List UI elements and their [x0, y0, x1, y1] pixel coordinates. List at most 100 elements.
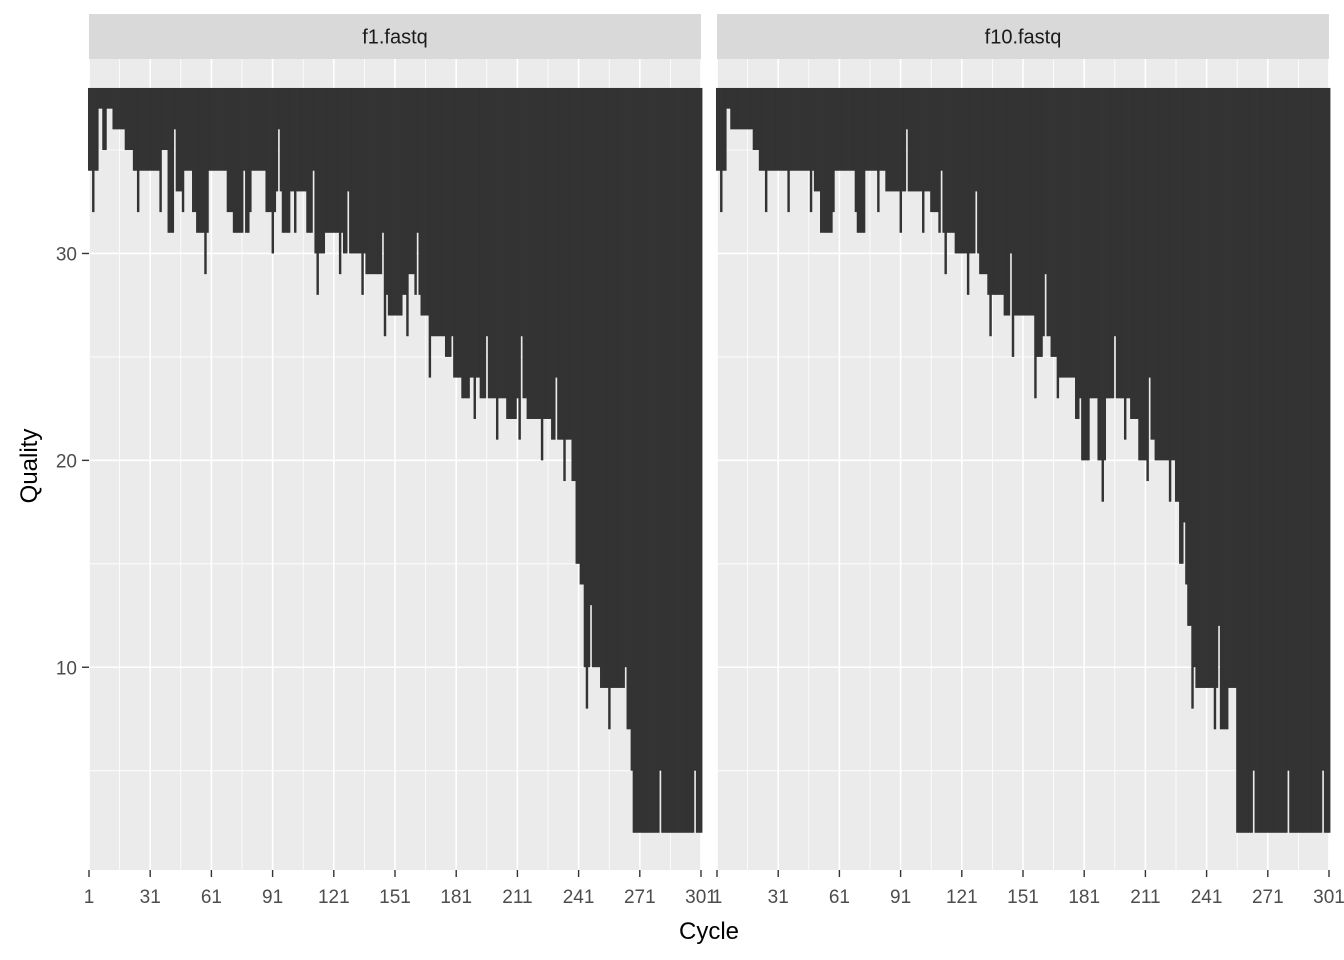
x-tick-label: 31 — [140, 887, 161, 908]
bar-cycle-279 — [655, 87, 658, 833]
bar-cycle-242 — [579, 87, 583, 585]
bar-cycle-29 — [145, 87, 148, 171]
bar-cycle-277 — [1279, 87, 1282, 833]
bar-cycle-82 — [881, 87, 884, 171]
bar-cycle-8 — [730, 87, 733, 130]
bar-cycle-236 — [567, 87, 570, 440]
x-tick-label: 121 — [946, 887, 978, 908]
bar-cycle-211 — [1144, 87, 1147, 461]
bar-cycle-129 — [977, 87, 980, 254]
bar-cycle-213 — [520, 87, 523, 337]
bar-cycle-294 — [1313, 87, 1317, 833]
bar-cycle-31 — [777, 87, 780, 171]
bar-cycle-218 — [1158, 87, 1162, 461]
bar-cycle-52 — [192, 87, 195, 213]
bar-cycle-209 — [512, 87, 515, 419]
bar-cycle-2 — [90, 87, 93, 171]
bar-cycle-288 — [673, 87, 676, 833]
bar-cycle-106 — [302, 87, 305, 192]
bar-cycle-244 — [1211, 87, 1215, 688]
bar-cycle-276 — [648, 87, 652, 833]
bar-cycle-245 — [1213, 87, 1217, 730]
bar-cycle-168 — [1056, 87, 1060, 399]
bar-cycle-108 — [934, 87, 937, 213]
x-tick-label: 271 — [1252, 887, 1284, 908]
bar-cycle-103 — [924, 87, 927, 192]
bar-cycle-173 — [438, 87, 442, 337]
bar-cycle-47 — [181, 87, 185, 213]
x-axis-title: Cycle — [679, 918, 739, 945]
bar-cycle-127 — [973, 87, 976, 254]
bar-cycle-259 — [1242, 87, 1245, 833]
bar-cycle-267 — [630, 87, 634, 771]
bar-cycle-109 — [936, 87, 939, 213]
bar-cycle-279 — [1283, 87, 1286, 833]
bar-cycle-149 — [389, 87, 393, 316]
bar-cycle-281 — [1287, 87, 1290, 771]
bar-cycle-71 — [858, 87, 862, 233]
bar-cycle-154 — [400, 87, 403, 316]
bar-cycle-96 — [281, 87, 285, 233]
bar-cycle-193 — [1107, 87, 1111, 399]
bar-cycle-224 — [542, 87, 546, 419]
bar-cycle-152 — [396, 87, 399, 316]
bar-cycle-78 — [873, 87, 876, 171]
bar-cycle-298 — [693, 87, 697, 771]
bar-cycle-65 — [218, 87, 221, 171]
bar-cycle-183 — [1087, 87, 1090, 461]
bar-cycle-75 — [866, 87, 870, 171]
bar-cycle-243 — [1209, 87, 1213, 688]
bar-cycle-195 — [483, 87, 487, 399]
bar-cycle-119 — [956, 87, 960, 254]
bar-cycle-21 — [128, 87, 132, 151]
bar-cycle-206 — [506, 87, 509, 419]
y-tick-label: 30 — [56, 244, 77, 265]
bar-cycle-92 — [273, 87, 277, 213]
bar-cycle-48 — [183, 87, 187, 171]
bar-cycle-45 — [805, 87, 809, 171]
bar-cycle-273 — [1270, 87, 1274, 833]
bar-cycle-114 — [946, 87, 949, 233]
bar-cycle-192 — [1105, 87, 1109, 399]
bar-cycle-64 — [844, 87, 847, 171]
bar-cycle-122 — [962, 87, 966, 254]
bar-cycle-198 — [1117, 87, 1121, 399]
bar-cycle-18 — [750, 87, 754, 130]
bar-cycle-1 — [715, 87, 719, 171]
bar-cycle-199 — [491, 87, 495, 399]
bar-cycle-6 — [726, 87, 729, 109]
bar-cycle-143 — [377, 87, 381, 275]
facet-strip — [717, 14, 1329, 59]
bar-cycle-77 — [871, 87, 874, 171]
bar-cycle-186 — [1093, 87, 1096, 399]
bar-cycle-44 — [803, 87, 807, 171]
bar-cycle-41 — [797, 87, 801, 171]
bar-cycle-172 — [1064, 87, 1068, 378]
bar-cycle-42 — [171, 87, 175, 233]
bar-cycle-85 — [259, 87, 262, 171]
bar-cycle-60 — [208, 87, 211, 171]
bar-cycle-222 — [1166, 87, 1170, 461]
bar-cycle-160 — [412, 87, 415, 275]
bar-cycle-190 — [473, 87, 476, 419]
bar-cycle-54 — [196, 87, 199, 233]
bar-cycle-106 — [930, 87, 933, 213]
bar-cycle-14 — [742, 87, 745, 130]
bar-cycle-74 — [236, 87, 240, 233]
bar-cycle-22 — [130, 87, 134, 151]
bar-cycle-120 — [958, 87, 962, 254]
bar-cycle-24 — [762, 87, 766, 171]
bar-cycle-296 — [689, 87, 693, 833]
bar-cycle-162 — [416, 87, 419, 233]
bar-cycle-267 — [1258, 87, 1262, 833]
bar-cycle-76 — [868, 87, 872, 171]
bar-cycle-111 — [940, 87, 943, 171]
bar-cycle-77 — [243, 87, 246, 171]
bar-cycle-95 — [907, 87, 911, 192]
bar-cycle-71 — [230, 87, 234, 213]
bar-cycle-142 — [375, 87, 379, 275]
bar-cycle-256 — [608, 87, 611, 730]
bar-cycle-37 — [161, 87, 164, 151]
bar-cycle-43 — [801, 87, 805, 171]
bar-cycle-289 — [1303, 87, 1306, 833]
